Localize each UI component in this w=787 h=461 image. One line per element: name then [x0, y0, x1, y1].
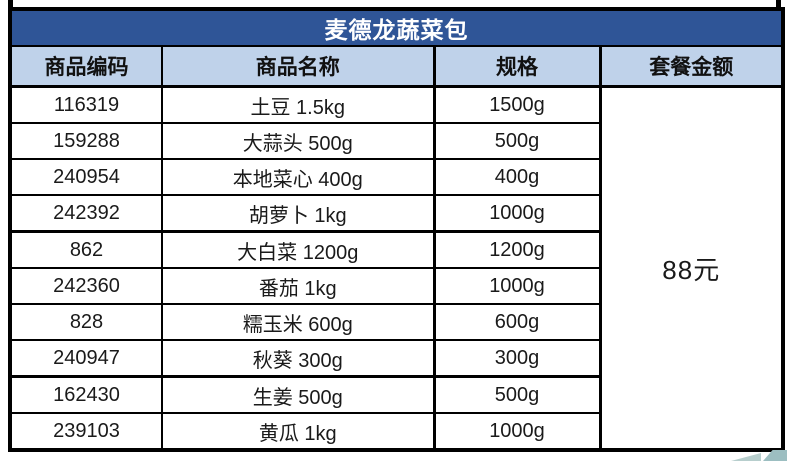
product-code-cell: 242392: [9, 194, 163, 233]
table-row: 242360 番茄 1kg 1000g: [9, 267, 783, 305]
product-code-cell: 162430: [9, 375, 163, 414]
header-product-code: 商品编码: [9, 45, 163, 88]
spec-cell: 1200g: [432, 230, 601, 269]
product-name-cell: 大蒜头 500g: [161, 122, 435, 160]
watermark-triangle-dark: [763, 450, 787, 461]
table-row: 159288 大蒜头 500g 500g: [9, 122, 783, 160]
table-row: 240954 本地菜心 400g 400g: [9, 158, 783, 196]
product-code-cell: 862: [9, 230, 163, 269]
spec-cell: 500g: [432, 375, 601, 414]
product-name-cell: 大白菜 1200g: [161, 230, 435, 269]
product-name-cell: 番茄 1kg: [161, 267, 435, 305]
product-name-cell: 生姜 500g: [161, 375, 435, 414]
header-spec: 规格: [432, 45, 601, 88]
product-code-cell: 159288: [9, 122, 163, 160]
product-code-cell: 239103: [9, 412, 163, 451]
border-tick-left: [8, 0, 13, 10]
spec-cell: 400g: [432, 158, 601, 196]
product-code-cell: 116319: [9, 85, 163, 124]
product-name-cell: 本地菜心 400g: [161, 158, 435, 196]
table-title-row: 麦德龙蔬菜包: [9, 8, 784, 47]
spec-cell: 1000g: [432, 194, 601, 233]
vegetable-package-table: 麦德龙蔬菜包 商品编码 商品名称 规格 套餐金额 116319 土豆 1.5kg 1…: [8, 7, 785, 452]
table-row: 162430 生姜 500g 500g: [9, 375, 783, 414]
product-name-cell: 糯玉米 600g: [161, 303, 435, 341]
table-row: 828 糯玉米 600g 600g: [9, 303, 783, 341]
product-code-cell: 240947: [9, 339, 163, 378]
spec-cell: 1000g: [432, 267, 601, 305]
table-title: 麦德龙蔬菜包: [9, 8, 784, 47]
header-package-amount: 套餐金额: [598, 45, 784, 88]
spec-cell: 500g: [432, 122, 601, 160]
table-row: 240947 秋葵 300g 300g: [9, 339, 783, 378]
table-header-row: 商品编码 商品名称 规格 套餐金额: [9, 45, 784, 88]
table-row: 116319 土豆 1.5kg 1500g 88元: [9, 85, 784, 451]
table-row: 862 大白菜 1200g 1200g: [9, 230, 783, 269]
border-tick-right: [776, 0, 781, 10]
table-row: 239103 黄瓜 1kg 1000g: [9, 412, 783, 451]
spec-cell: 1000g: [432, 412, 601, 451]
header-product-name: 商品名称: [161, 45, 435, 88]
product-code-cell: 828: [9, 303, 163, 341]
product-code-cell: 242360: [9, 267, 163, 305]
product-name-cell: 胡萝卜 1kg: [161, 194, 435, 233]
product-name-cell: 秋葵 300g: [161, 339, 435, 378]
package-price-cell: 88元: [598, 85, 784, 451]
table-body: 116319 土豆 1.5kg 1500g 88元 159288 大蒜头 500g 500g…: [9, 85, 784, 451]
watermark-triangle-light: [731, 453, 761, 461]
product-name-cell: 土豆 1.5kg: [161, 85, 435, 124]
product-name-cell: 黄瓜 1kg: [161, 412, 435, 451]
spec-cell: 300g: [432, 339, 601, 378]
table-row: 242392 胡萝卜 1kg 1000g: [9, 194, 783, 233]
spec-cell: 600g: [432, 303, 601, 341]
product-code-cell: 240954: [9, 158, 163, 196]
spec-cell: 1500g: [432, 85, 601, 124]
